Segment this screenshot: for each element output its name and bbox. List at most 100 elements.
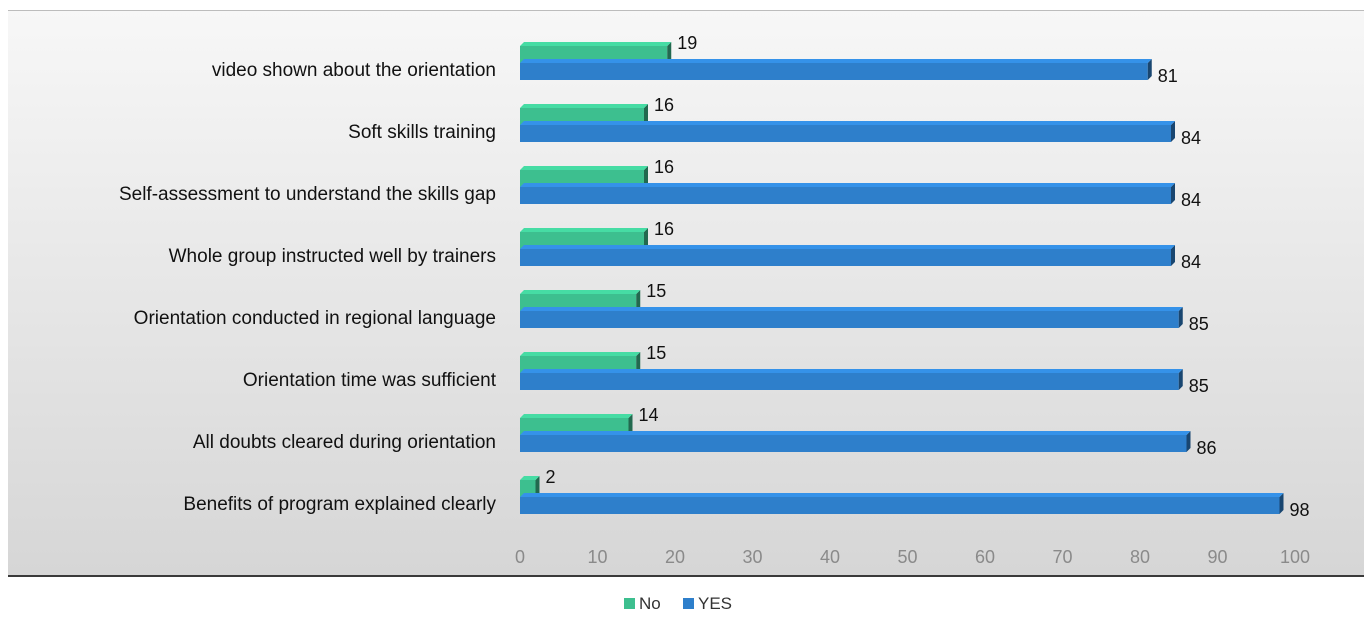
bar-top bbox=[520, 352, 641, 356]
bar-top bbox=[520, 245, 1175, 249]
bar-face bbox=[520, 170, 644, 187]
category-label: Whole group instructed well by trainers bbox=[169, 246, 496, 267]
legend-label-yes: YES bbox=[698, 594, 732, 613]
bar-no: 15 bbox=[520, 343, 666, 373]
bar-face bbox=[520, 108, 644, 125]
data-label: 98 bbox=[1290, 500, 1310, 520]
bar-face bbox=[520, 311, 1179, 328]
bar-edge bbox=[636, 352, 641, 373]
bar-top bbox=[520, 493, 1284, 497]
x-tick-label: 70 bbox=[1052, 547, 1072, 567]
bar-edge bbox=[628, 414, 633, 435]
category-label: Self-assessment to understand the skills… bbox=[119, 184, 496, 205]
category-label: Soft skills training bbox=[348, 122, 496, 143]
bar-top bbox=[520, 121, 1175, 125]
bar-no: 15 bbox=[520, 281, 666, 311]
bar-top bbox=[520, 414, 633, 418]
bars-layer: 19 81 16 84 16 84 16 84 15 85 15 85 14 86 2 98 bbox=[520, 33, 1310, 520]
category-labels: video shown about the orientation Soft sk… bbox=[119, 60, 497, 515]
bar-face bbox=[520, 125, 1171, 142]
bar-no: 16 bbox=[520, 157, 674, 187]
bar-top bbox=[520, 228, 648, 232]
bar-edge bbox=[1186, 431, 1191, 452]
category-label: video shown about the orientation bbox=[212, 60, 496, 81]
bar-yes: 84 bbox=[520, 245, 1201, 272]
bar-yes: 85 bbox=[520, 369, 1209, 396]
category-label: All doubts cleared during orientation bbox=[193, 432, 496, 453]
category-label: Orientation time was sufficient bbox=[243, 370, 497, 391]
x-tick-label: 90 bbox=[1207, 547, 1227, 567]
data-label: 86 bbox=[1197, 438, 1217, 458]
bar-yes: 98 bbox=[520, 493, 1310, 520]
data-label: 2 bbox=[546, 467, 556, 487]
data-label: 16 bbox=[654, 95, 674, 115]
bar-top bbox=[520, 104, 648, 108]
bar-face bbox=[520, 232, 644, 249]
bar-edge bbox=[535, 476, 540, 497]
bar-edge bbox=[644, 104, 648, 125]
x-tick-label: 80 bbox=[1130, 547, 1150, 567]
plot-background bbox=[8, 10, 1364, 576]
x-tick-label: 20 bbox=[665, 547, 685, 567]
bar-yes: 86 bbox=[520, 431, 1217, 458]
bar-top bbox=[520, 476, 540, 480]
bar-no: 14 bbox=[520, 405, 659, 435]
bar-edge bbox=[1147, 59, 1152, 80]
bar-yes: 84 bbox=[520, 183, 1201, 210]
bar-face bbox=[520, 435, 1187, 452]
bar-face bbox=[520, 46, 668, 63]
bar-top bbox=[520, 183, 1175, 187]
bar-face bbox=[520, 294, 637, 311]
x-tick-label: 100 bbox=[1280, 547, 1310, 567]
bar-face bbox=[520, 187, 1171, 204]
data-label: 15 bbox=[646, 281, 666, 301]
data-label: 85 bbox=[1189, 314, 1209, 334]
bar-edge bbox=[1171, 183, 1175, 204]
data-label: 15 bbox=[646, 343, 666, 363]
legend-label-no: No bbox=[639, 594, 661, 613]
x-tick-label: 30 bbox=[742, 547, 762, 567]
bar-yes: 85 bbox=[520, 307, 1209, 334]
bar-no: 19 bbox=[520, 33, 697, 63]
data-label: 16 bbox=[654, 157, 674, 177]
data-label: 81 bbox=[1158, 66, 1178, 86]
bar-face bbox=[520, 418, 629, 435]
x-tick-label: 40 bbox=[820, 547, 840, 567]
x-tick-label: 10 bbox=[587, 547, 607, 567]
bar-face bbox=[520, 373, 1179, 390]
bar-edge bbox=[644, 166, 648, 187]
bar-edge bbox=[1171, 245, 1175, 266]
x-tick-label: 60 bbox=[975, 547, 995, 567]
x-tick-label: 50 bbox=[897, 547, 917, 567]
bar-edge bbox=[644, 228, 648, 249]
data-label: 16 bbox=[654, 219, 674, 239]
legend-swatch-yes bbox=[683, 598, 694, 609]
bar-no: 16 bbox=[520, 95, 674, 125]
category-label: Benefits of program explained clearly bbox=[183, 494, 496, 515]
data-label: 84 bbox=[1181, 190, 1201, 210]
x-axis-ticks: 0 10 20 30 40 50 60 70 80 90 100 bbox=[515, 547, 1310, 567]
bar-face bbox=[520, 356, 637, 373]
bar-top bbox=[520, 59, 1152, 63]
legend-swatch-no bbox=[624, 598, 635, 609]
data-label: 85 bbox=[1189, 376, 1209, 396]
bar-no: 16 bbox=[520, 219, 674, 249]
bar-top bbox=[520, 431, 1191, 435]
bar-top bbox=[520, 42, 672, 46]
bar-edge bbox=[667, 42, 672, 63]
bar-edge bbox=[636, 290, 641, 311]
bar-top bbox=[520, 290, 641, 294]
bar-face bbox=[520, 249, 1171, 266]
bar-top bbox=[520, 166, 648, 170]
bar-top bbox=[520, 307, 1183, 311]
bar-yes: 84 bbox=[520, 121, 1201, 148]
data-label: 19 bbox=[677, 33, 697, 53]
bar-edge bbox=[1171, 121, 1175, 142]
bar-yes: 81 bbox=[520, 59, 1178, 86]
bar-edge bbox=[1279, 493, 1284, 514]
data-label: 84 bbox=[1181, 128, 1201, 148]
bar-face bbox=[520, 63, 1148, 80]
x-tick-label: 0 bbox=[515, 547, 525, 567]
